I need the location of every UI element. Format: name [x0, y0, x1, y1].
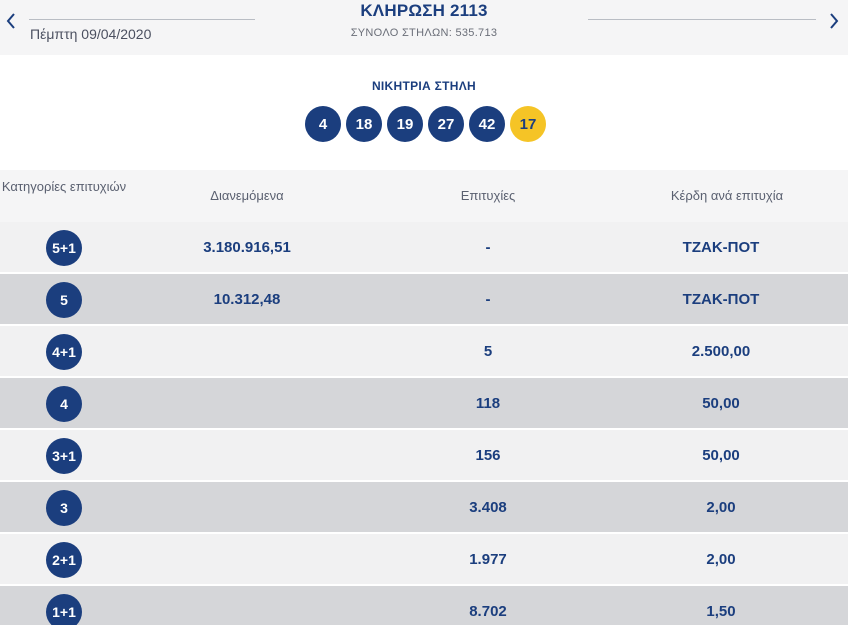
prize-per-winner: 1,50 [706, 603, 736, 620]
winners-count: 8.702 [469, 603, 507, 620]
header-category: Κατηγορίες επιτυχιών [1, 179, 127, 194]
divider [588, 19, 816, 20]
total-columns: ΣΥΝΟΛΟ ΣΤΗΛΩΝ: 535.713 [350, 27, 498, 39]
category-badge: 5+1 [46, 230, 82, 266]
table-row: 4 118 50,00 [0, 378, 848, 430]
winners-count: 5 [483, 343, 493, 360]
distributed-amount: 3.180.916,51 [203, 239, 291, 256]
table-row: 5 10.312,48 - ΤΖΑΚ-ΠΟΤ [0, 274, 848, 326]
results-table-header: Κατηγορίες επιτυχιών Διανεμόμενα Επιτυχί… [0, 170, 848, 222]
winning-number-ball: 19 [387, 106, 423, 142]
draw-title: ΚΛΗΡΩΣΗ 2113 [360, 1, 488, 20]
winning-number-ball: 18 [346, 106, 382, 142]
distributed-amount: 10.312,48 [213, 291, 281, 308]
header-distributed: Διανεμόμενα [210, 188, 284, 203]
prize-per-winner: 2.500,00 [691, 343, 751, 360]
prize-per-winner: ΤΖΑΚ-ΠΟΤ [682, 291, 760, 308]
winners-count: 1.977 [469, 551, 507, 568]
prize-per-winner: 50,00 [702, 447, 740, 464]
table-row: 1+1 8.702 1,50 [0, 586, 848, 625]
winners-count: - [485, 291, 491, 308]
results-table-body: 5+1 3.180.916,51 - ΤΖΑΚ-ΠΟΤ 5 10.312,48 … [0, 222, 848, 625]
chevron-right-icon[interactable] [824, 8, 844, 34]
winning-number-ball: 27 [428, 106, 464, 142]
winning-number-ball: 42 [469, 106, 505, 142]
prize-per-winner: 2,00 [706, 551, 736, 568]
table-row: 3+1 156 50,00 [0, 430, 848, 482]
table-row: 2+1 1.977 2,00 [0, 534, 848, 586]
winners-count: 3.408 [469, 499, 507, 516]
category-badge: 3 [46, 490, 82, 526]
winners-count: 156 [475, 447, 501, 464]
draw-header: Πέμπτη 09/04/2020 ΚΛΗΡΩΣΗ 2113 ΣΥΝΟΛΟ ΣΤ… [0, 0, 848, 55]
category-badge: 3+1 [46, 438, 82, 474]
category-badge: 1+1 [46, 594, 82, 625]
chevron-left-icon[interactable] [1, 8, 21, 34]
bonus-number-ball: 17 [510, 106, 546, 142]
category-badge: 5 [46, 282, 82, 318]
table-row: 4+1 5 2.500,00 [0, 326, 848, 378]
table-row: 5+1 3.180.916,51 - ΤΖΑΚ-ΠΟΤ [0, 222, 848, 274]
winning-numbers: 4 18 19 27 42 17 [0, 106, 848, 142]
winning-column-label: ΝΙΚΗΤΡΙΑ ΣΤΗΛΗ [371, 79, 477, 93]
draw-date: Πέμπτη 09/04/2020 [30, 26, 152, 42]
header-prize: Κέρδη ανά επιτυχία [670, 188, 784, 203]
prize-per-winner: 2,00 [706, 499, 736, 516]
category-badge: 4 [46, 386, 82, 422]
category-badge: 4+1 [46, 334, 82, 370]
prize-per-winner: ΤΖΑΚ-ΠΟΤ [682, 239, 760, 256]
category-badge: 2+1 [46, 542, 82, 578]
divider [29, 19, 255, 20]
winners-count: 118 [475, 395, 501, 412]
header-winners: Επιτυχίες [460, 188, 516, 203]
winners-count: - [485, 239, 491, 256]
winning-number-ball: 4 [305, 106, 341, 142]
table-row: 3 3.408 2,00 [0, 482, 848, 534]
prize-per-winner: 50,00 [702, 395, 740, 412]
